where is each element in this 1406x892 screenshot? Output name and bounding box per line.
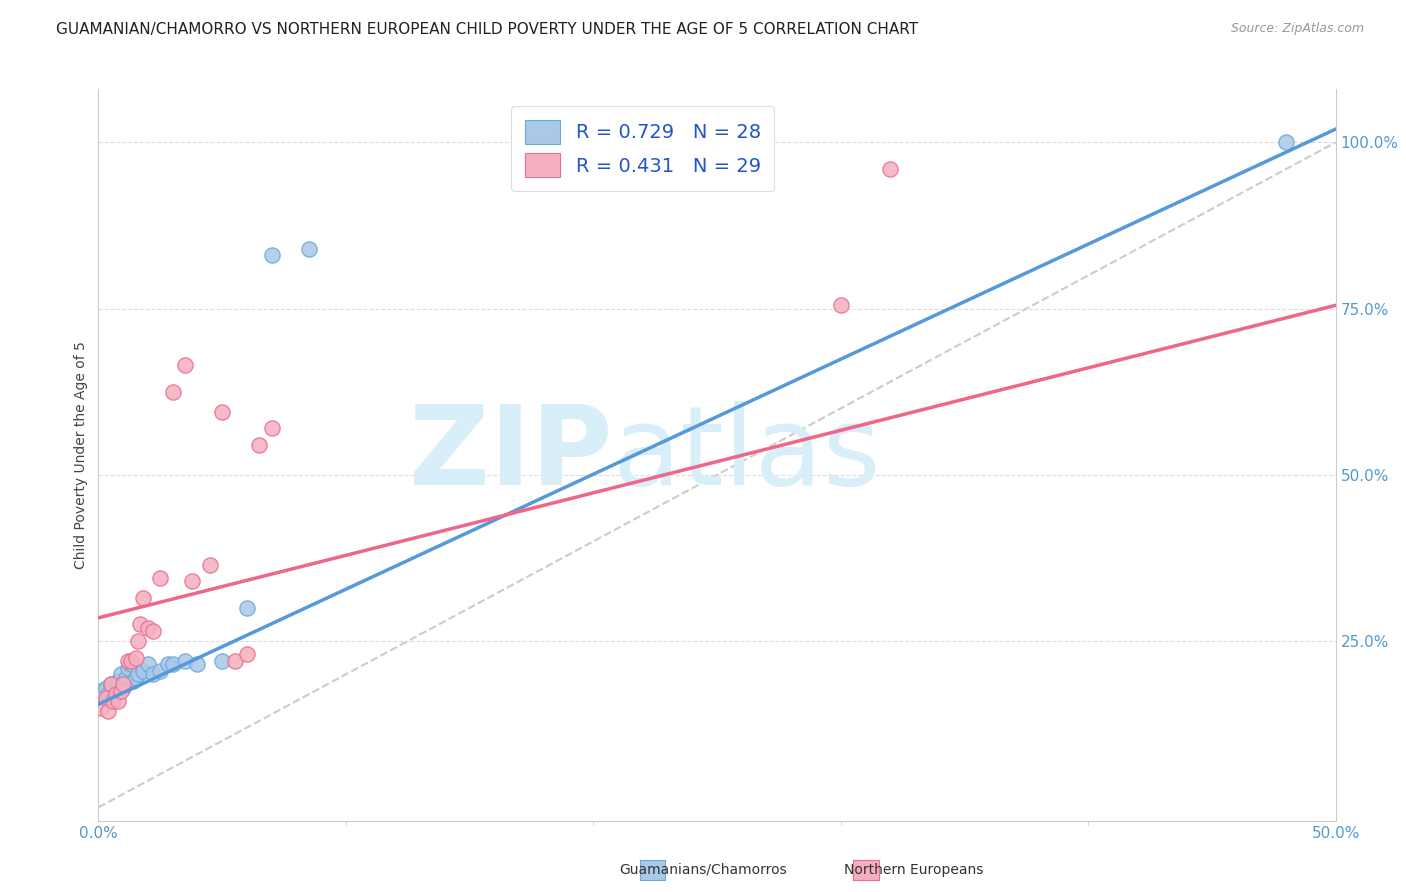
Point bbox=[110, 667, 132, 681]
Point bbox=[162, 384, 184, 399]
Text: GUAMANIAN/CHAMORRO VS NORTHERN EUROPEAN CHILD POVERTY UNDER THE AGE OF 5 CORRELA: GUAMANIAN/CHAMORRO VS NORTHERN EUROPEAN … bbox=[56, 22, 918, 37]
Point bbox=[132, 664, 155, 678]
Point bbox=[122, 673, 145, 688]
Point bbox=[97, 704, 120, 718]
Point bbox=[120, 657, 142, 672]
Text: Northern Europeans: Northern Europeans bbox=[844, 863, 984, 877]
Point bbox=[117, 661, 139, 675]
Point bbox=[181, 574, 204, 589]
Point bbox=[97, 687, 120, 701]
Point bbox=[129, 617, 152, 632]
Y-axis label: Child Poverty Under the Age of 5: Child Poverty Under the Age of 5 bbox=[75, 341, 89, 569]
Point bbox=[149, 571, 172, 585]
Point bbox=[124, 671, 146, 685]
Point bbox=[114, 671, 136, 685]
Legend: R = 0.729   N = 28, R = 0.431   N = 29: R = 0.729 N = 28, R = 0.431 N = 29 bbox=[512, 106, 775, 191]
Point bbox=[136, 621, 159, 635]
Point bbox=[100, 677, 122, 691]
Point bbox=[224, 654, 246, 668]
Point bbox=[174, 654, 197, 668]
Point bbox=[211, 654, 233, 668]
Point bbox=[103, 690, 125, 705]
Text: Source: ZipAtlas.com: Source: ZipAtlas.com bbox=[1230, 22, 1364, 36]
Point bbox=[198, 558, 221, 572]
Point bbox=[104, 684, 127, 698]
Point bbox=[136, 657, 159, 672]
Point bbox=[124, 650, 146, 665]
Point bbox=[186, 657, 208, 672]
Point bbox=[156, 657, 179, 672]
Point bbox=[1275, 136, 1298, 150]
Point bbox=[174, 358, 197, 372]
Point bbox=[127, 667, 149, 681]
Point bbox=[94, 681, 117, 695]
Point bbox=[117, 654, 139, 668]
Point bbox=[110, 684, 132, 698]
Point bbox=[247, 438, 270, 452]
Point bbox=[112, 681, 135, 695]
Point bbox=[120, 654, 142, 668]
Point bbox=[90, 700, 112, 714]
Point bbox=[127, 634, 149, 648]
Point bbox=[132, 591, 155, 605]
Point bbox=[260, 421, 283, 435]
Point bbox=[100, 677, 122, 691]
Point bbox=[236, 648, 259, 662]
Point bbox=[107, 694, 129, 708]
Point bbox=[107, 673, 129, 688]
Point bbox=[211, 405, 233, 419]
Text: atlas: atlas bbox=[612, 401, 880, 508]
Point bbox=[104, 687, 127, 701]
Point bbox=[149, 664, 172, 678]
Point bbox=[90, 684, 112, 698]
Point bbox=[103, 694, 125, 708]
Point bbox=[298, 242, 321, 256]
Point bbox=[142, 667, 165, 681]
Point bbox=[879, 161, 901, 176]
Point bbox=[112, 677, 135, 691]
Point bbox=[162, 657, 184, 672]
Text: Guamanians/Chamorros: Guamanians/Chamorros bbox=[619, 863, 787, 877]
Point bbox=[260, 248, 283, 262]
Point bbox=[142, 624, 165, 639]
Text: ZIP: ZIP bbox=[409, 401, 612, 508]
Point bbox=[236, 600, 259, 615]
Point bbox=[830, 298, 852, 312]
Point bbox=[94, 690, 117, 705]
